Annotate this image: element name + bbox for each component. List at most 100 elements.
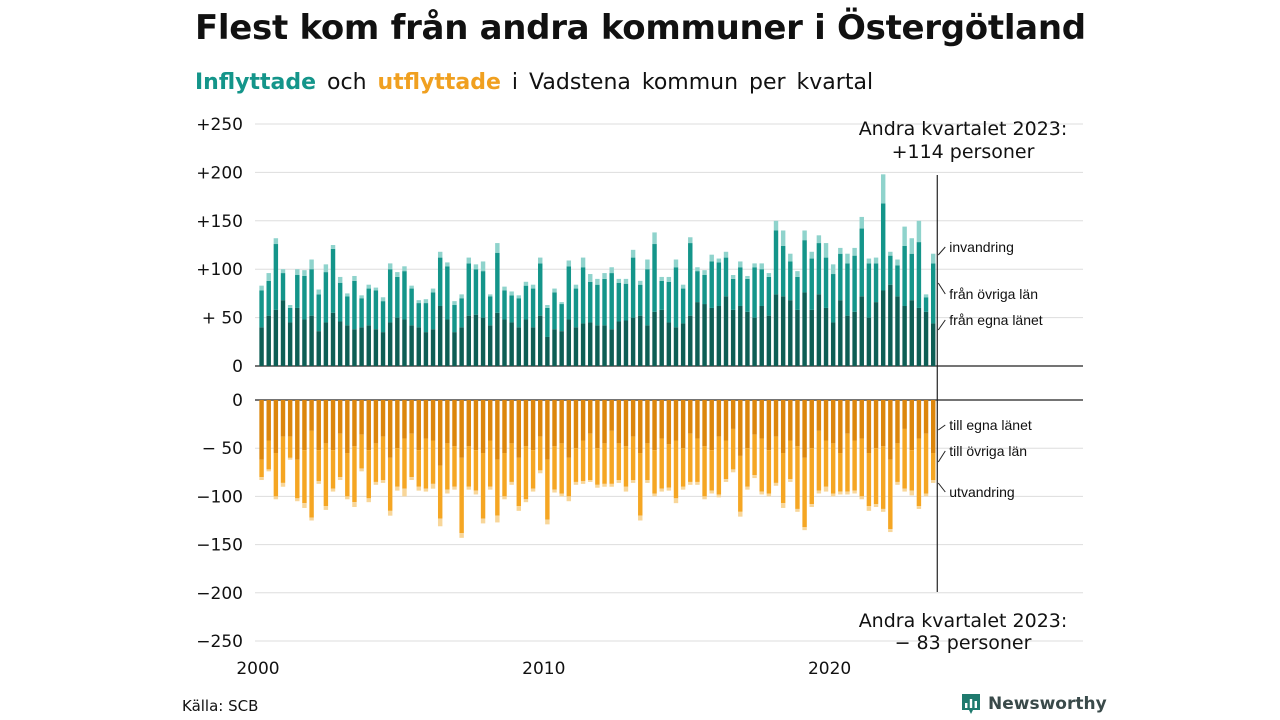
bar-out	[337, 433, 343, 478]
bar-out	[666, 400, 672, 445]
bar-in	[909, 300, 914, 366]
bar-out	[795, 508, 800, 512]
bar-in	[402, 271, 407, 320]
bar-out	[845, 400, 850, 434]
bar-out	[323, 400, 329, 444]
bar-in	[752, 317, 757, 366]
bar-out	[866, 506, 872, 511]
bar-in	[487, 325, 493, 366]
bar-out	[802, 527, 807, 531]
bar-out	[280, 400, 286, 437]
bar-out	[745, 486, 750, 490]
bar-out	[530, 450, 536, 489]
bar-out	[387, 510, 393, 516]
bar-in	[266, 280, 271, 316]
series-label-in: invandring	[949, 239, 1014, 255]
bar-out	[330, 450, 336, 489]
bar-out	[609, 400, 614, 431]
bar-out	[509, 400, 514, 444]
bar-in	[566, 260, 572, 267]
bar-out	[873, 448, 879, 505]
bar-in	[395, 317, 400, 366]
bar-in	[352, 280, 357, 330]
bar-in	[259, 290, 264, 328]
bar-out	[337, 477, 343, 481]
bar-out	[437, 465, 443, 519]
bar-out	[295, 498, 300, 502]
bar-in	[766, 273, 772, 277]
subtitle-utflyttade: utflyttade	[377, 70, 501, 95]
bar-out	[759, 400, 764, 439]
bar-out	[630, 436, 636, 481]
bar-in	[545, 305, 550, 308]
bar-in	[480, 271, 486, 318]
bar-out	[923, 400, 929, 434]
bar-in	[516, 295, 522, 299]
bar-out	[780, 400, 786, 454]
bar-in	[523, 285, 529, 320]
bar-in	[602, 325, 607, 366]
bar-out	[638, 453, 643, 516]
bar-in	[487, 296, 493, 326]
bar-out	[402, 438, 407, 489]
bar-out	[809, 448, 814, 505]
bar-in	[688, 315, 693, 366]
bar-in	[345, 325, 350, 366]
bar-in	[416, 303, 421, 328]
bar-in	[287, 307, 293, 323]
bar-out	[502, 400, 507, 454]
bar-in	[366, 288, 371, 326]
bar-out	[559, 400, 564, 444]
bar-out	[695, 400, 700, 439]
bar-out	[316, 450, 321, 481]
bar-out	[530, 400, 536, 451]
bar-in	[573, 288, 579, 328]
bar-in	[409, 285, 414, 289]
bar-in	[588, 281, 593, 323]
bar-out	[859, 438, 864, 497]
bar-in	[709, 261, 714, 308]
bar-out	[366, 450, 371, 499]
bar-out	[730, 469, 736, 473]
bar-in	[809, 309, 814, 366]
bar-out	[766, 493, 772, 497]
bar-in	[766, 315, 772, 366]
bar-out	[445, 443, 450, 490]
bar-out	[466, 400, 471, 447]
bar-in	[495, 252, 500, 313]
bar-out	[930, 453, 936, 481]
bar-in	[788, 253, 793, 262]
bar-in	[723, 296, 729, 366]
bar-out	[895, 443, 900, 482]
bar-in	[309, 259, 314, 270]
bar-in	[716, 258, 722, 263]
bar-in	[295, 275, 300, 308]
bar-in	[859, 216, 864, 229]
bar-out	[459, 400, 464, 458]
bar-in	[730, 275, 736, 279]
bar-out	[909, 450, 914, 491]
bar-out	[588, 400, 593, 434]
bar-out	[902, 488, 907, 492]
bar-out	[659, 400, 664, 439]
bar-in	[795, 276, 800, 310]
annotation-top-line1: Andra kvartalet 2023:	[859, 118, 1068, 140]
bar-in	[673, 267, 679, 328]
bar-in	[566, 266, 572, 320]
bar-out	[259, 400, 264, 460]
bar-in	[473, 314, 479, 366]
bar-in	[652, 232, 657, 245]
bar-in	[916, 220, 922, 243]
bar-out	[538, 400, 543, 437]
bar-in	[659, 309, 664, 366]
chart-title: Flest kom från andra kommuner i Östergöt…	[195, 8, 1086, 48]
bar-in	[623, 283, 629, 321]
bar-in	[638, 315, 643, 366]
bar-in	[830, 274, 836, 323]
bar-out	[373, 443, 379, 482]
bar-in	[459, 294, 464, 299]
bar-in	[816, 294, 822, 366]
bar-in	[487, 294, 493, 297]
bar-out	[495, 459, 500, 516]
bar-out	[688, 481, 693, 485]
